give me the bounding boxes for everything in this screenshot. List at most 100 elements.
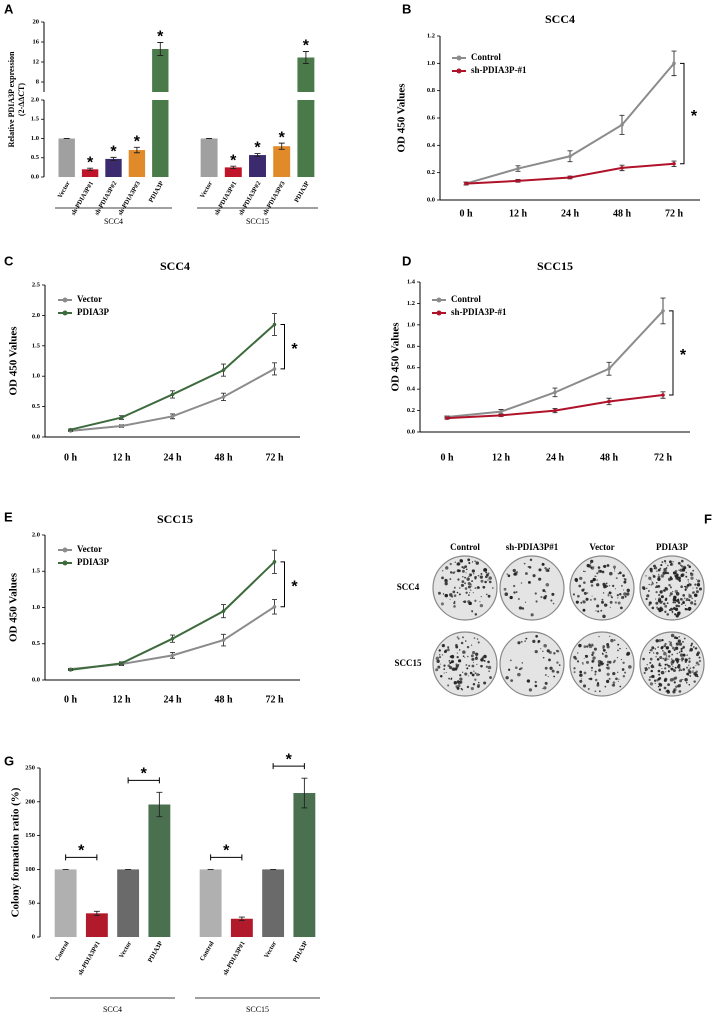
y-tick-label: 1.0 (427, 60, 435, 67)
error-bar (93, 910, 100, 916)
colony (672, 690, 676, 694)
colony (667, 577, 672, 582)
y-tick-label: 1.4 (407, 278, 416, 285)
colony (667, 564, 669, 567)
colony (476, 673, 480, 677)
colony (460, 687, 463, 690)
colony (514, 666, 518, 670)
colony (617, 680, 619, 682)
colony (658, 608, 662, 613)
panel-letter: D (402, 253, 411, 268)
colony (594, 690, 597, 693)
axis-break (46, 92, 320, 100)
colony (466, 667, 469, 670)
colony (652, 574, 654, 576)
colony (576, 660, 580, 663)
colony (457, 684, 461, 688)
colony (483, 681, 487, 685)
colony (459, 559, 463, 563)
colony (648, 667, 650, 669)
colony (657, 599, 662, 603)
colony (617, 601, 621, 605)
x-tick-label: Vector (118, 940, 133, 959)
colony (458, 569, 461, 573)
colony (694, 673, 698, 677)
colony (448, 660, 451, 662)
colony (462, 650, 466, 654)
colony (672, 598, 677, 602)
colony (602, 653, 604, 655)
colony (521, 662, 523, 664)
point (516, 166, 520, 171)
colony (579, 576, 583, 581)
colony (690, 644, 693, 647)
colony (521, 607, 525, 610)
colony (534, 684, 538, 688)
colony (507, 574, 511, 578)
y-tick-label: 1.0 (32, 604, 40, 611)
colony (672, 665, 674, 668)
colony (436, 659, 440, 663)
colony (618, 571, 622, 575)
colony (609, 606, 611, 609)
colony (688, 657, 691, 660)
colony (474, 575, 477, 579)
colony (449, 598, 451, 600)
significance-star: * (286, 751, 293, 768)
colony (641, 586, 646, 590)
colony (443, 664, 446, 667)
colony (513, 591, 516, 594)
colony (545, 568, 550, 572)
colony (594, 678, 598, 682)
bar (293, 793, 316, 937)
colony (606, 663, 609, 667)
y-tick-label: 50 (29, 900, 36, 907)
y-tick-label: 0.6 (427, 114, 436, 121)
colony (661, 561, 664, 564)
colony (579, 679, 583, 683)
colony (459, 674, 462, 677)
colony (662, 657, 665, 660)
x-tick-label: 12 h (112, 694, 131, 705)
colony (515, 591, 518, 593)
colony (479, 601, 481, 603)
colony (452, 571, 455, 575)
colony (475, 652, 479, 656)
colony (588, 643, 591, 647)
colony (447, 664, 451, 668)
colony (477, 641, 480, 644)
colony (695, 653, 699, 657)
colony (462, 671, 464, 673)
colony (463, 600, 467, 604)
colony (591, 644, 594, 647)
colony (475, 561, 479, 565)
colony (593, 597, 597, 601)
colony (583, 588, 585, 590)
colony (674, 601, 677, 604)
group-label: SCC15 (246, 217, 269, 226)
y-tick-label: 1.2 (407, 300, 415, 307)
colony (663, 678, 667, 682)
colony (471, 673, 475, 677)
colony (693, 602, 697, 606)
colony (666, 655, 668, 657)
colony (605, 651, 608, 654)
colony (656, 570, 658, 572)
colony (671, 645, 673, 647)
colony (594, 670, 597, 673)
x-tick-label: Vector (263, 940, 278, 959)
plate (432, 631, 498, 697)
point (499, 409, 503, 414)
colony (440, 674, 443, 678)
colony (677, 604, 681, 608)
colony (695, 595, 698, 597)
colony (595, 610, 597, 612)
colony (542, 688, 544, 690)
point (672, 161, 676, 166)
x-tick-label: sh-PDIA3P#1 (222, 940, 247, 976)
colony (645, 597, 648, 601)
significance-star: * (78, 843, 85, 860)
colony (528, 688, 533, 692)
y-tick-label: 1.5 (31, 116, 40, 123)
colony (686, 666, 689, 669)
